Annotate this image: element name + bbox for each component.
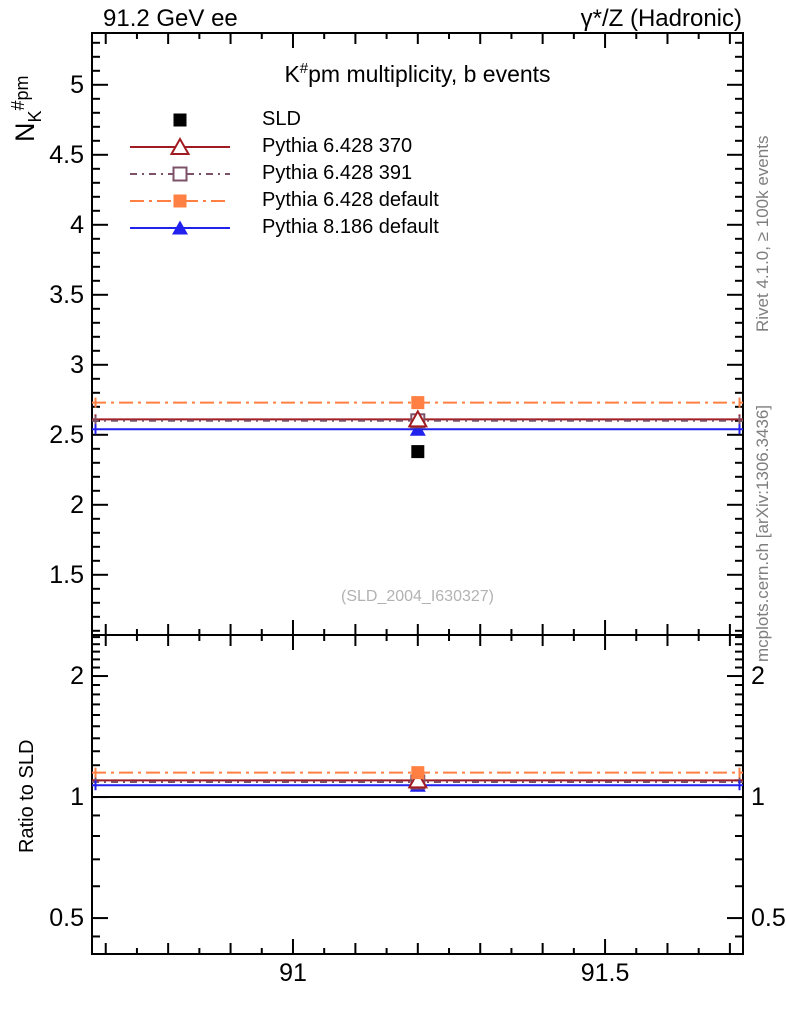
marker-square-filled [411,445,425,459]
sld-data-point [411,445,425,459]
legend-sample [130,220,230,234]
svg-text:1: 1 [751,783,765,811]
svg-text:1: 1 [70,783,84,811]
title-base: K [284,61,300,87]
ylabel-sup: # [8,100,28,111]
legend-label: Pythia 6.428 370 [262,135,413,157]
title-sup: # [299,60,309,77]
plot-title: K#pm multiplicity, b events [92,60,743,88]
svg-text:2.5: 2.5 [49,421,84,449]
marker-triangle-open [407,409,429,428]
ylabel-sub: K [25,110,45,123]
svg-text:2: 2 [70,662,84,690]
marker-triangle-filled [409,421,426,436]
svg-text:5: 5 [70,71,84,99]
ratio-y-axis-label: Ratio to SLD [16,739,38,853]
main-y-labels: 1.5 2 2.5 3 3.5 4 4.5 5 [49,71,84,589]
marker-square-open [172,166,188,181]
svg-text:2: 2 [70,491,84,519]
svg-text:0.5: 0.5 [751,904,786,932]
legend-sample [130,166,230,181]
svg-text:4: 4 [70,211,84,239]
svg-text:3.5: 3.5 [49,281,84,309]
legend-label: Pythia 8.186 default [262,216,439,238]
ylabel-base: N [10,122,40,143]
legend-row-pythia-6-428-391: Pythia 6.428 391 [128,160,439,187]
mcplots-reference-note: mcplots.cern.ch [arXiv:1306.3436] [753,404,772,662]
ratio-y-ticks [92,636,743,938]
marker-triangle-open [169,136,191,155]
legend-sample [130,194,230,207]
series-line-pythia-8-186-default [92,424,743,791]
svg-text:91: 91 [279,959,307,987]
legend-row-pythia-8-186-default: Pythia 8.186 default [128,214,439,241]
marker-square-filled [411,396,425,410]
process-label: γ*/Z (Hadronic) [580,5,742,32]
main-y-axis-label: NK#pm [8,75,46,142]
analysis-id-watermark: (SLD_2004_I630327) [340,588,494,605]
legend: SLD Pythia 6.428 370 Pythia 6.428 391 Pythi… [128,106,439,241]
legend-label: SLD [262,108,301,130]
legend-label: Pythia 6.428 default [262,189,439,211]
marker-triangle-open [407,770,429,789]
x-axis-labels: 91 91.5 [279,959,629,987]
svg-text:1.5: 1.5 [49,561,84,589]
legend-sample [130,136,230,155]
marker-square-filled [173,113,187,126]
legend-row-pythia-6-428-default: Pythia 6.428 default [128,187,439,214]
legend-row-pythia-6-428-370: Pythia 6.428 370 [128,133,439,160]
legend-label: Pythia 6.428 391 [262,162,413,184]
ratio-y-labels: 0.5 0.5 1 1 2 2 [49,662,786,932]
svg-text:3: 3 [70,351,84,379]
legend-sample [173,113,187,126]
svg-text:2: 2 [751,662,765,690]
rivet-version-note: Rivet 4.1.0, ≥ 100k events [753,135,772,332]
svg-text:91.5: 91.5 [581,959,630,987]
ylabel-rest: pm [12,75,32,101]
x-axis-ticks [104,33,731,954]
svg-text:0.5: 0.5 [49,904,84,932]
svg-text:4.5: 4.5 [49,141,84,169]
title-rest: pm multiplicity, b events [308,61,551,87]
series-markers [407,396,429,792]
beam-energy-label: 91.2 GeV ee [103,5,238,32]
marker-square-filled [411,766,425,780]
marker-triangle-filled [172,220,188,234]
legend-row-sld: SLD [128,106,439,133]
marker-square-filled [173,194,187,207]
